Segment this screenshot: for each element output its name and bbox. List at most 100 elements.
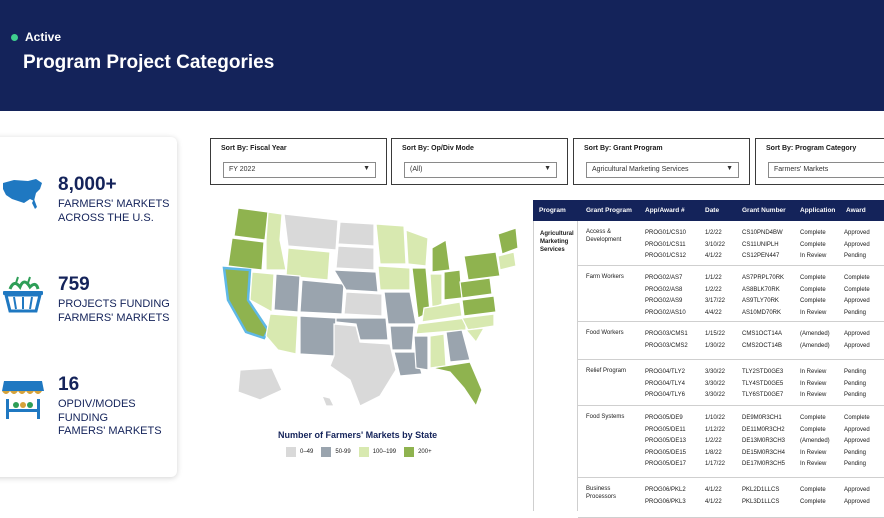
- column-header: Application: [800, 207, 836, 214]
- filter-opdiv-mode: Sort By: Op/Div Mode (All) ▼: [391, 138, 568, 185]
- table-row[interactable]: PROG03/CMS1 1/15/22 CMS1OCT14A (Amended) App…: [578, 331, 884, 342]
- table-cell: Complete: [800, 286, 826, 293]
- table-cell: DE17M0R3CH5: [742, 461, 786, 467]
- state-nd: [337, 221, 375, 247]
- grant-program-name: Access & Development: [586, 229, 622, 243]
- table-cell: 1/2/22: [705, 230, 722, 236]
- column-header: Program: [539, 207, 566, 214]
- table-cell: 3/30/22: [705, 392, 726, 398]
- table-cell: Approved: [844, 438, 870, 444]
- us-states-map: [222, 207, 519, 408]
- table-row[interactable]: PROG02/AS10 4/4/22 AS10MD70RK In Review Pend…: [578, 310, 884, 321]
- table-cell: DE13M0R3CH3: [742, 438, 786, 444]
- table-cell: In Review: [800, 309, 827, 316]
- table-cell: PROG05/DE15: [645, 449, 687, 456]
- table-cell: CS10PND4BW: [742, 230, 783, 236]
- filter-label: Sort By: Op/Div Mode: [402, 145, 474, 152]
- state-mn: [375, 223, 407, 265]
- table-row[interactable]: PROG05/DE13 1/2/22 DE13M0R3CH3 (Amended) App…: [578, 438, 884, 449]
- state-mt: [283, 213, 339, 251]
- state-tx: [329, 323, 397, 407]
- table-cell: PROG05/DE17: [645, 461, 687, 467]
- legend-item: 50-99: [321, 447, 351, 457]
- table-cell: In Review: [800, 380, 827, 387]
- stat-number: 759: [58, 274, 90, 295]
- table-cell: 3/10/22: [705, 241, 726, 248]
- produce-basket-icon: [3, 276, 43, 313]
- table-row[interactable]: PROG06/PKL2 4/1/22 PKL2D1LLCS Complete Appro…: [578, 487, 884, 498]
- table-cell: 1/12/22: [705, 426, 726, 433]
- table-row[interactable]: PROG01/CS10 1/2/22 CS10PND4BW Complete Appro…: [578, 230, 884, 241]
- table-cell: Pending: [844, 380, 867, 387]
- table-row[interactable]: PROG04/TLY6 3/30/22 TLY6STD0GE7 In Review Pe…: [578, 392, 884, 403]
- table-cell: PKL3D1LLCS: [742, 498, 780, 505]
- state-sd: [335, 245, 375, 271]
- table-row[interactable]: PROG05/DE15 1/8/22 DE15M0R3CH4 In Review Pen…: [578, 450, 884, 461]
- table-cell: Approved: [844, 230, 870, 236]
- state-sc: [464, 327, 486, 344]
- chevron-down-icon: ▼: [544, 165, 551, 172]
- grant-program-name: Farm Workers: [586, 274, 624, 280]
- table-cell: AS10MD70RK: [742, 309, 782, 316]
- opdiv-mode-select[interactable]: (All) ▼: [404, 162, 557, 178]
- program-category-select[interactable]: Farmers' Markets: [768, 162, 884, 178]
- grants-table: Program Grant Program App/Award # Date G…: [533, 200, 884, 518]
- legend-swatch: [286, 447, 296, 457]
- stat-description: PROJECTS FUNDING FARMERS' MARKETS: [58, 297, 170, 324]
- stat-opdiv: 16 OPDIV/MODES FUNDING FAMERS' MARKETS: [0, 375, 162, 439]
- table-cell: Complete: [844, 275, 870, 281]
- state-ny: [463, 251, 501, 281]
- state-ut: [273, 273, 301, 313]
- table-row[interactable]: PROG02/AS7 1/1/22 AS7PRPL70RK Complete Compl…: [578, 275, 884, 286]
- table-cell: In Review: [800, 253, 827, 259]
- state-wy: [285, 247, 331, 281]
- table-row[interactable]: PROG02/AS9 3/17/22 AS9TLY70RK Complete Appro…: [578, 298, 884, 309]
- state-in: [429, 273, 443, 309]
- legend-item: 0–49: [286, 447, 313, 457]
- table-cell: 4/1/22: [705, 487, 722, 493]
- table-cell: Pending: [844, 309, 867, 316]
- table-cell: Pending: [844, 369, 867, 375]
- state-mo: [383, 291, 417, 325]
- table-cell: 1/15/22: [705, 331, 726, 337]
- table-cell: Pending: [844, 449, 867, 456]
- program-column: Agricultural Marketing Services: [533, 221, 578, 511]
- grant-program-select[interactable]: Agricultural Marketing Services ▼: [586, 162, 739, 178]
- table-row[interactable]: PROG06/PKL3 4/1/22 PKL3D1LLCS Complete Appro…: [578, 499, 884, 510]
- state-mi: [431, 239, 451, 273]
- table-row[interactable]: PROG04/TLY2 3/30/22 TLY2STD0GE3 In Review Pe…: [578, 369, 884, 380]
- table-cell: Complete: [800, 426, 826, 433]
- table-cell: 1/30/22: [705, 342, 726, 349]
- table-cell: Complete: [844, 415, 870, 421]
- state-ak: [237, 367, 283, 401]
- grant-program-name: Business Processors: [586, 486, 617, 500]
- table-cell: PROG02/AS7: [645, 275, 683, 281]
- state-az: [265, 313, 299, 355]
- table-cell: PROG05/DE13: [645, 438, 687, 444]
- table-cell: PKL2D1LLCS: [742, 487, 780, 493]
- table-cell: Pending: [844, 253, 867, 259]
- state-fl: [431, 361, 483, 408]
- table-cell: Approved: [844, 298, 870, 304]
- column-header: App/Award #: [645, 207, 685, 214]
- table-cell: 1/2/22: [705, 438, 722, 444]
- table-row[interactable]: PROG01/CS11 3/10/22 CS11UNIPLH Complete Appr…: [578, 242, 884, 253]
- table-row[interactable]: PROG01/CS12 4/1/22 CS12PEN447 In Review Pend…: [578, 253, 884, 264]
- table-row[interactable]: PROG02/AS8 1/2/22 AS8BLK70RK Complete Comple…: [578, 287, 884, 298]
- table-row[interactable]: PROG04/TLY4 3/30/22 TLY4STD0GE5 In Review Pe…: [578, 381, 884, 392]
- table-row[interactable]: PROG05/DE17 1/17/22 DE17M0R3CH5 In Review Pe…: [578, 461, 884, 472]
- table-cell: PROG05/DE11: [645, 426, 686, 433]
- fiscal-year-select[interactable]: FY 2022 ▼: [223, 162, 376, 178]
- table-row[interactable]: PROG05/DE9 1/10/22 DE9M0R3CH1 Complete Compl…: [578, 415, 884, 426]
- table-cell: CMS1OCT14A: [742, 331, 783, 337]
- table-cell: PROG01/CS10: [645, 230, 687, 236]
- table-cell: Complete: [844, 286, 870, 293]
- table-row[interactable]: PROG03/CMS2 1/30/22 CMS2OCT14B (Amended) App…: [578, 343, 884, 354]
- table-cell: TLY6STD0GE7: [742, 392, 784, 398]
- table-cell: DE15M0R3CH4: [742, 449, 786, 456]
- state-ga: [445, 329, 471, 363]
- status-indicator: Active: [11, 30, 61, 44]
- page-header: Active Program Project Categories: [0, 0, 884, 111]
- state-ky: [421, 301, 463, 323]
- table-row[interactable]: PROG05/DE11 1/12/22 DE11M0R3CH2 Complete App…: [578, 427, 884, 438]
